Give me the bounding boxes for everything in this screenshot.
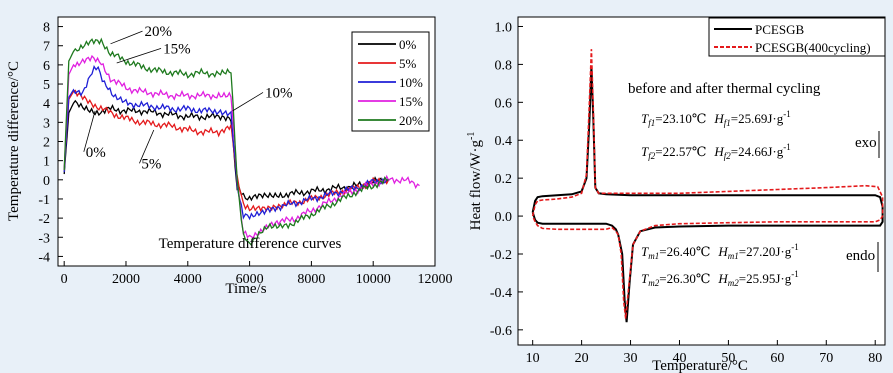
y-tick-label: 1.0	[495, 20, 513, 35]
y-tick-label: 0	[43, 174, 50, 189]
legend-label: 5%	[399, 56, 417, 71]
x-tick-label: 10000	[356, 272, 391, 287]
param-line: Tm2=26.30℃ Hm2=25.95J·g-1	[641, 269, 799, 288]
x-tick-label: 2000	[112, 272, 140, 287]
legend-label: 15%	[399, 94, 423, 109]
y-axis-label-main: Heat flow/W·g	[468, 139, 484, 230]
annotation-arrow	[83, 110, 96, 152]
plot-area	[517, 16, 886, 346]
x-tick-label: 0	[61, 272, 68, 287]
y-axis-label-sup: -1	[466, 132, 477, 140]
y-tick-label: -0.6	[490, 324, 512, 339]
chart-title: before and after thermal cycling	[628, 81, 821, 97]
annotation-label: 5%	[141, 156, 161, 172]
series-line-PCESGB(400cycling)	[531, 49, 884, 319]
legend-label: 10%	[399, 75, 423, 90]
param-line: Tm1=26.40℃ Hm1=27.20J·g-1	[641, 242, 799, 261]
annotation-label: 0%	[86, 145, 106, 161]
annotation-arrow	[232, 92, 264, 112]
legend: PCESGB PCESGB(400cycling)	[708, 17, 886, 57]
x-tick-label: 70	[819, 351, 833, 366]
x-tick-label: 4000	[174, 272, 202, 287]
y-tick-label: 6	[43, 59, 50, 74]
x-tick-label: 60	[770, 351, 784, 366]
x-tick-label: 30	[624, 351, 638, 366]
x-tick-label: 6000	[236, 272, 264, 287]
annotation-arrow	[116, 48, 162, 64]
y-tick-label: 0.4	[495, 134, 513, 149]
y-tick-label: -0.2	[490, 248, 512, 263]
legend: 0% 5% 10% 15% 20%	[351, 31, 430, 132]
parameter-annotations: Tf1=23.10℃ Hf1=25.69J·g-1 Tf2=22.57℃ Hf2=24…	[641, 109, 799, 288]
y-tick-label: 0.8	[495, 58, 513, 73]
param-line: Tf2=22.57℃ Hf2=24.66J·g-1	[641, 142, 791, 161]
temperature-difference-chart: 0 2000 4000 6000 8000 10000 12000 -4 -3 -2 -1 0 1 2 3 4…	[6, 16, 453, 297]
exo-label: exo	[855, 135, 877, 151]
legend-label: PCESGB(400cycling)	[755, 40, 871, 55]
x-tick-label: 10	[526, 351, 540, 366]
annotation-arrow	[139, 129, 155, 164]
series-line-10%	[63, 65, 389, 221]
y-axis-label: Heat flow/W·g-1	[466, 132, 484, 231]
annotation-label: 10%	[265, 85, 293, 101]
y-tick-label: 7	[43, 40, 50, 55]
series-line-20%	[63, 37, 389, 247]
param-line: Tf1=23.10℃ Hf1=25.69J·g-1	[641, 109, 791, 128]
y-tick-label: 0.2	[495, 172, 513, 187]
x-tick-label: 50	[721, 351, 735, 366]
legend-label: 20%	[399, 113, 423, 128]
y-tick-label: -1	[38, 193, 50, 208]
x-tick-label: 40	[672, 351, 686, 366]
heat-flow-chart: 10 20 30 40 50 60 70 80 -0.6 -0.4 -0.2 0.0 0.2 0.4 0.6…	[466, 16, 886, 373]
annotation-label: 15%	[163, 41, 191, 57]
y-tick-label: 2	[43, 136, 50, 151]
y-tick-label: 1	[43, 155, 50, 170]
legend-label: 0%	[399, 37, 417, 52]
y-tick-label: -3	[38, 231, 50, 246]
y-tick-label: 8	[43, 21, 50, 36]
x-axis-label: Temperature/°C	[652, 358, 748, 373]
annotation-label: 20%	[145, 24, 173, 40]
legend-label: PCESGB	[755, 22, 804, 37]
chart-caption: Temperature difference curves	[159, 236, 342, 252]
y-tick-label: 0.6	[495, 96, 513, 111]
x-tick-label: 8000	[297, 272, 325, 287]
y-tick-label: 0.0	[495, 210, 513, 225]
y-tick-label: 5	[43, 78, 50, 93]
y-tick-label: 4	[43, 97, 50, 112]
x-tick-label: 12000	[418, 272, 453, 287]
legend-box	[708, 17, 886, 57]
x-tick-label: 80	[868, 351, 882, 366]
annotation-arrow	[110, 30, 143, 45]
series-line-0%	[63, 99, 389, 202]
y-tick-label: -2	[38, 212, 50, 227]
x-tick-label: 20	[575, 351, 589, 366]
y-tick-label: -4	[38, 250, 50, 265]
y-tick-label: -0.4	[490, 286, 512, 301]
y-tick-label: 3	[43, 116, 50, 131]
endo-label: endo	[846, 248, 875, 264]
x-axis-label: Time/s	[225, 281, 266, 297]
y-axis-label: Temperature difference/°C	[6, 61, 22, 221]
